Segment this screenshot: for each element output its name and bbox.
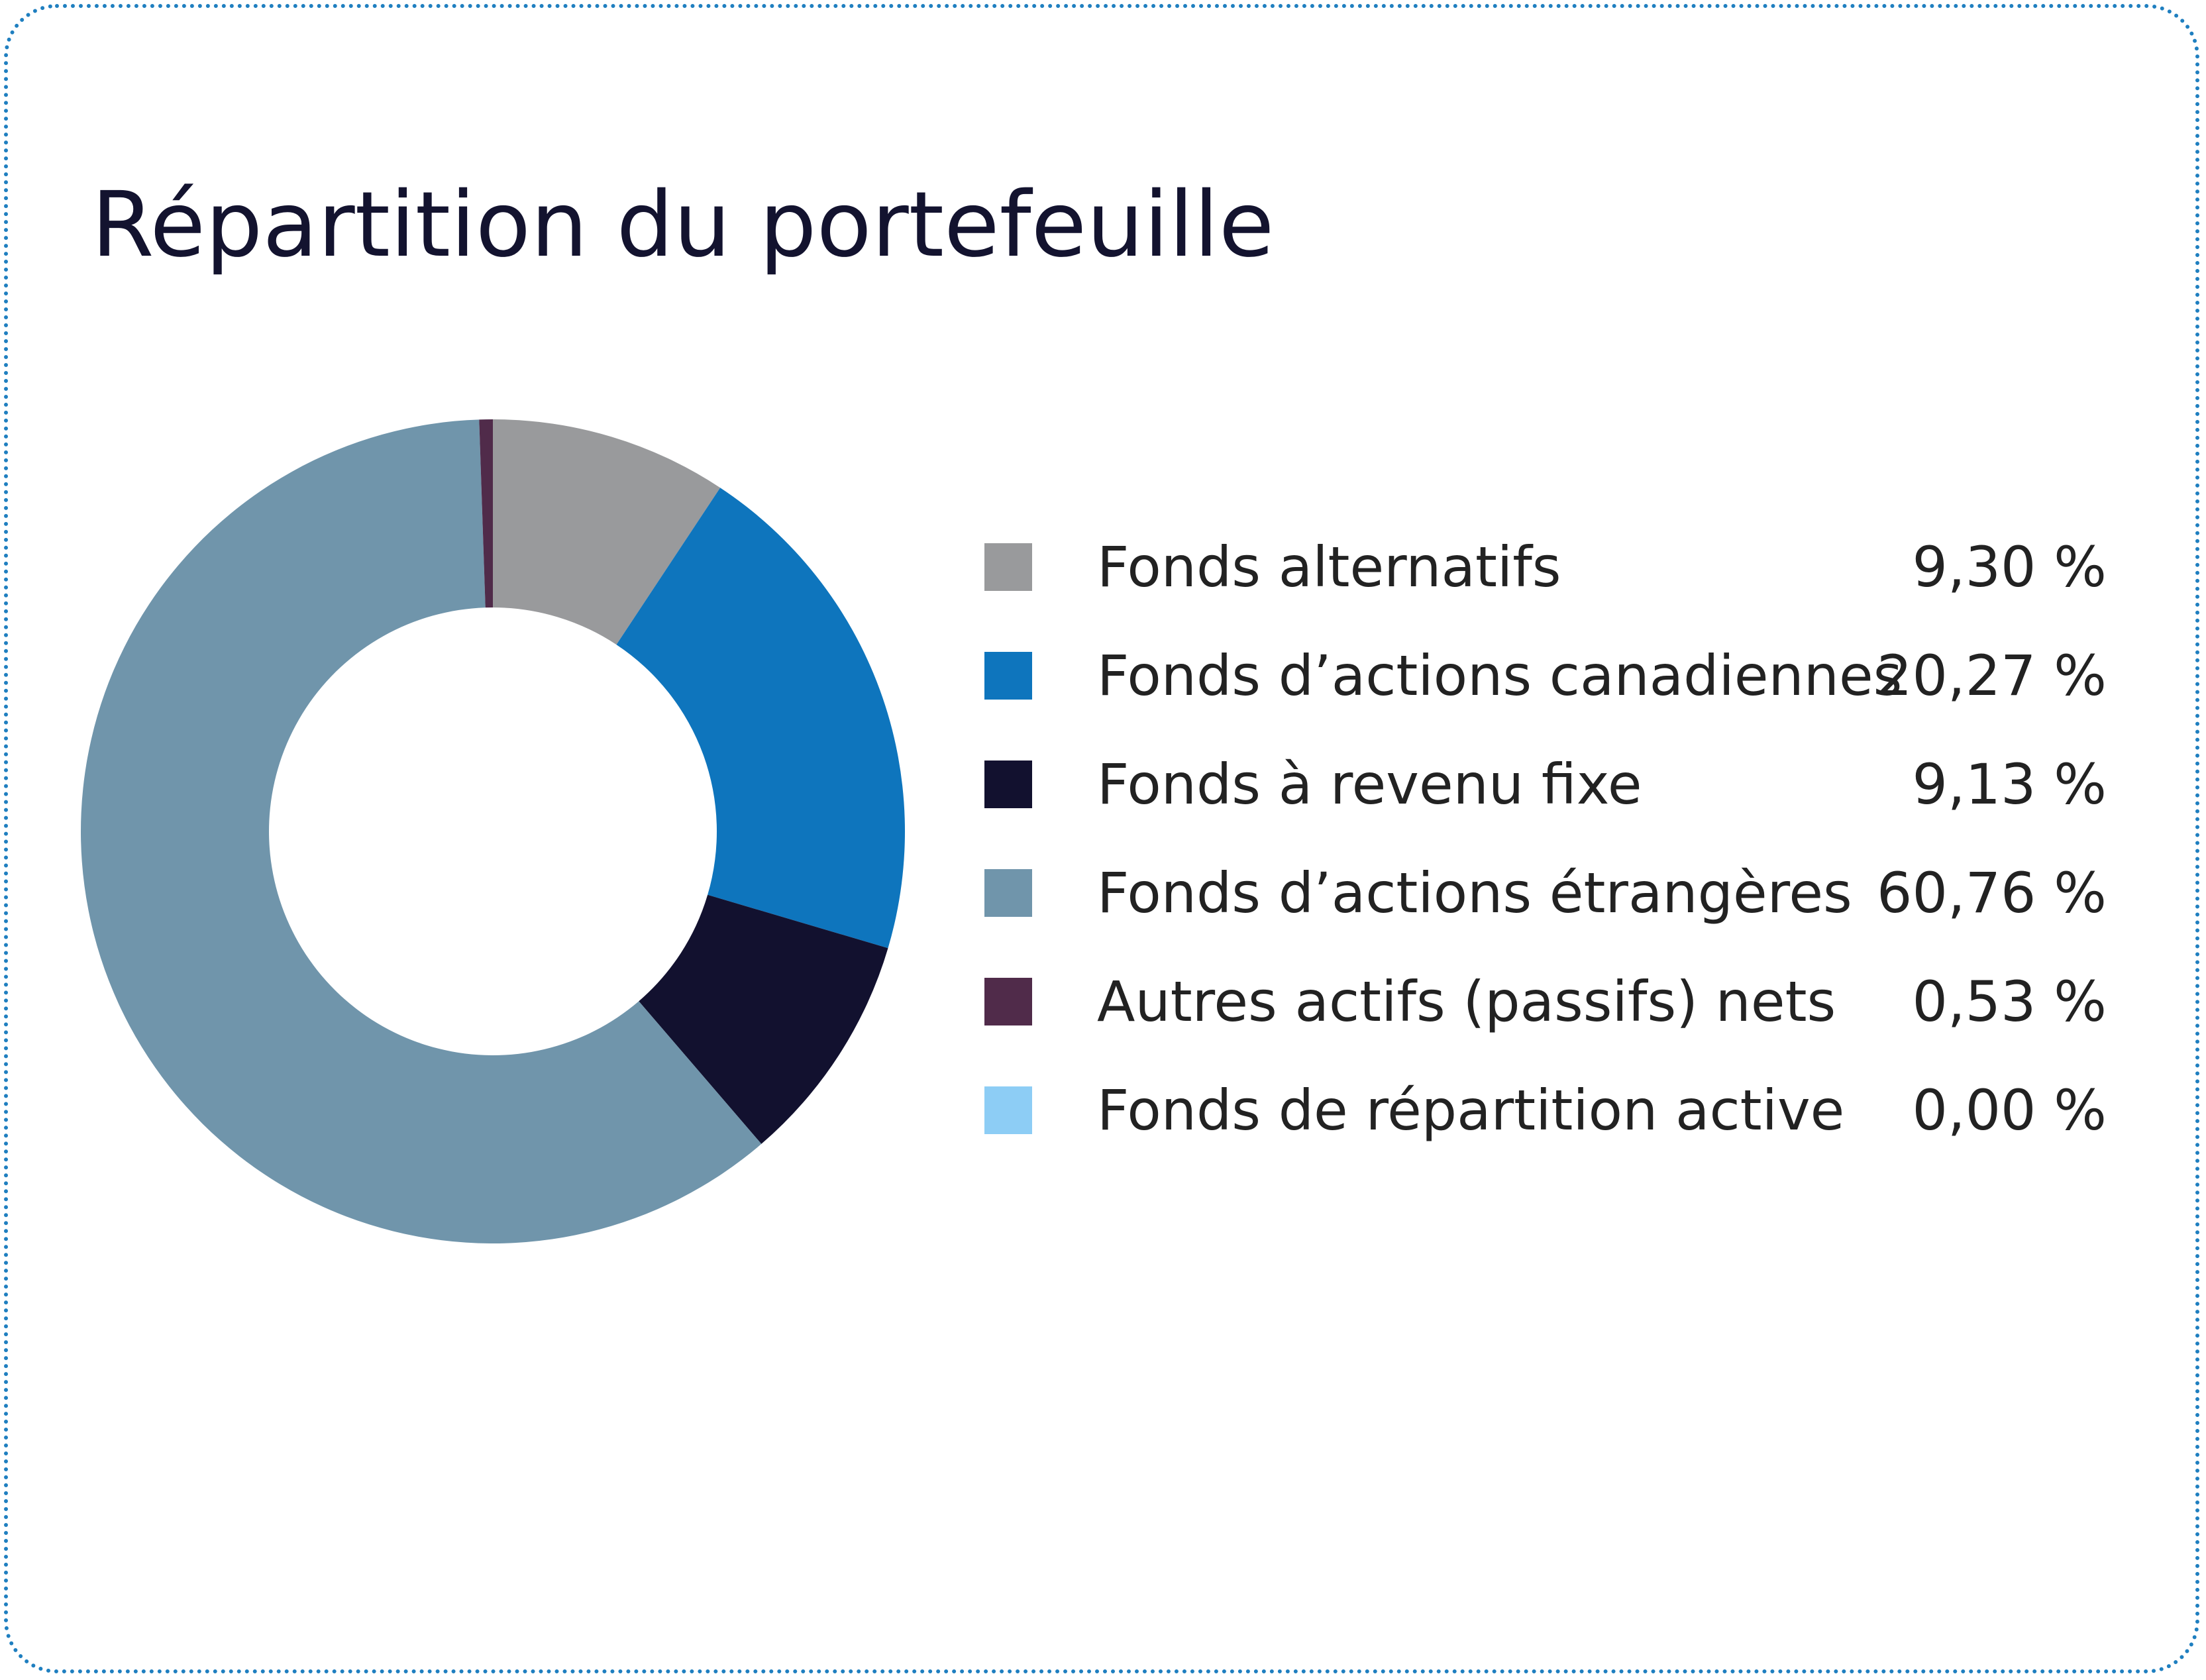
legend-swatch xyxy=(984,869,1032,917)
legend-value: 9,30 % xyxy=(1912,535,2107,600)
legend-item: Fonds d’actions canadiennes 20,27 % xyxy=(0,648,2206,738)
legend-swatch xyxy=(984,978,1032,1025)
legend-value: 20,27 % xyxy=(1877,643,2107,708)
legend-label: Fonds à revenu fixe xyxy=(1097,752,1642,817)
donut-slice-1 xyxy=(616,488,905,949)
legend-label: Fonds alternatifs xyxy=(1097,535,1561,600)
legend-item: Fonds d’actions étrangères 60,76 % xyxy=(0,865,2206,955)
legend-label: Fonds d’actions étrangères xyxy=(1097,861,1852,925)
legend-swatch xyxy=(984,652,1032,700)
legend-label: Fonds de répartition active xyxy=(1097,1078,1845,1143)
legend-label: Fonds d’actions canadiennes xyxy=(1097,643,1903,708)
legend-swatch xyxy=(984,1086,1032,1134)
legend-value: 0,00 % xyxy=(1912,1078,2107,1143)
legend-value: 60,76 % xyxy=(1877,861,2107,925)
legend-item: Fonds alternatifs 9,30 % xyxy=(0,539,2206,629)
donut-slice-2 xyxy=(639,894,888,1144)
donut-slice-0 xyxy=(493,419,721,645)
legend-swatch xyxy=(984,543,1032,591)
chart-card xyxy=(4,4,2199,1673)
legend-item: Fonds à revenu fixe 9,13 % xyxy=(0,757,2206,847)
legend-item: Fonds de répartition active 0,00 % xyxy=(0,1082,2206,1173)
legend-item: Autres actifs (passifs) nets 0,53 % xyxy=(0,974,2206,1064)
legend-value: 9,13 % xyxy=(1912,752,2107,817)
legend-value: 0,53 % xyxy=(1912,969,2107,1034)
legend-label: Autres actifs (passifs) nets xyxy=(1097,969,1836,1034)
donut-slice-3 xyxy=(80,419,762,1243)
chart-title: Répartition du portefeuille xyxy=(91,173,1275,278)
legend-swatch xyxy=(984,761,1032,808)
donut-slice-4 xyxy=(479,419,493,608)
